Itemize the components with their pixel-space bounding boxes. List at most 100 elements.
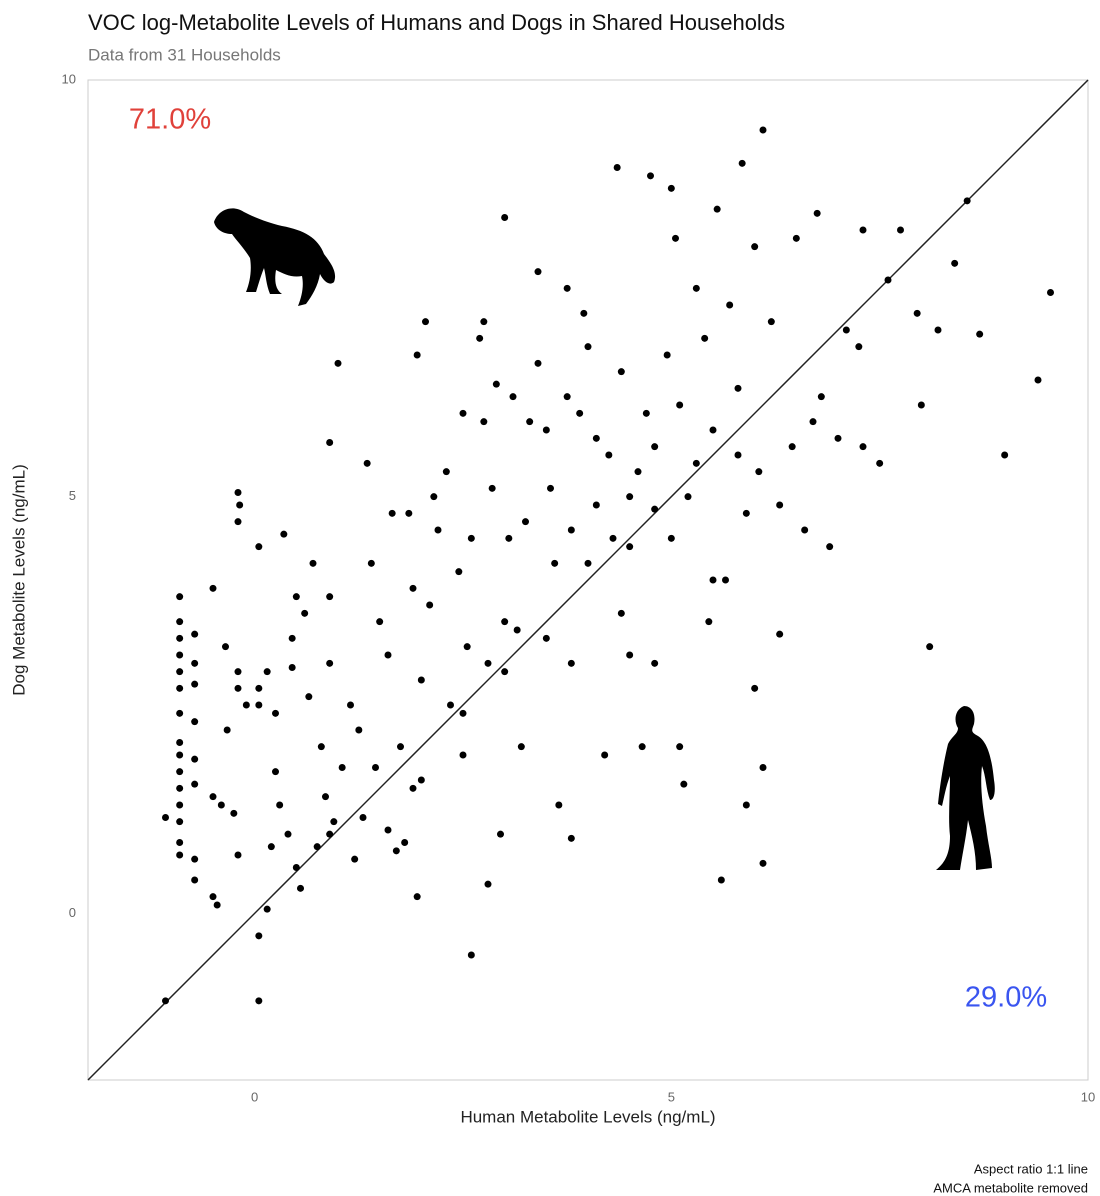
point [385,652,392,659]
point [410,585,417,592]
point [385,827,392,834]
point [176,652,183,659]
point [176,802,183,809]
point [501,618,508,625]
point [460,710,467,717]
point [289,664,296,671]
point [568,527,575,534]
point [364,460,371,467]
point [351,856,358,863]
point [676,402,683,409]
point [743,510,750,517]
point [293,593,300,600]
point [564,285,571,292]
point [643,410,650,417]
human-icon [936,706,995,870]
point [447,702,454,709]
point [1047,289,1054,296]
point [547,485,554,492]
point [176,668,183,675]
point [693,460,700,467]
point [935,327,942,334]
point [526,418,533,425]
point [236,502,243,509]
point [347,702,354,709]
point [310,560,317,567]
point [680,781,687,788]
point [672,235,679,242]
point [235,852,242,859]
point [285,831,292,838]
point [326,660,333,667]
point [593,502,600,509]
point [751,685,758,692]
point [551,560,558,567]
x-tick-label: 10 [1081,1089,1095,1104]
point [710,427,717,434]
point [376,618,383,625]
point [1035,377,1042,384]
point [635,468,642,475]
point [243,702,250,709]
point [664,352,671,359]
point [410,785,417,792]
point [647,172,654,179]
point [535,268,542,275]
point [714,206,721,213]
point [280,531,287,538]
x-tick-label: 5 [668,1089,675,1104]
point [651,660,658,667]
point [605,452,612,459]
point [885,277,892,284]
point [610,535,617,542]
point [330,818,337,825]
point [585,560,592,567]
point [826,543,833,550]
point [760,764,767,771]
point [755,468,762,475]
point [191,681,198,688]
point [776,631,783,638]
point [326,593,333,600]
point [751,243,758,250]
point [426,602,433,609]
point [760,127,767,134]
point [218,802,225,809]
point [235,668,242,675]
point [318,743,325,750]
point [468,952,475,959]
point [389,510,396,517]
point [951,260,958,267]
point [272,768,279,775]
point [810,418,817,425]
point [222,643,229,650]
point [210,793,217,800]
point [626,543,633,550]
point [224,727,231,734]
point [485,881,492,888]
point [176,618,183,625]
point [535,360,542,367]
point [618,368,625,375]
point [739,160,746,167]
point [876,460,883,467]
y-tick-label: 10 [62,71,76,86]
point [835,435,842,442]
point [272,710,279,717]
point [355,727,362,734]
point [255,543,262,550]
point [176,710,183,717]
point [460,410,467,417]
point [843,327,850,334]
point [693,285,700,292]
point [401,839,408,846]
point [489,485,496,492]
point [235,489,242,496]
point [322,793,329,800]
point [176,852,183,859]
point [422,318,429,325]
point [476,335,483,342]
point [543,427,550,434]
point [176,768,183,775]
chart-title: VOC log-Metabolite Levels of Humans and … [88,10,785,35]
